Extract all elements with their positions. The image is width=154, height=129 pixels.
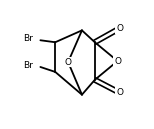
Text: O: O (65, 58, 72, 67)
Text: O: O (114, 57, 121, 66)
Text: Br: Br (24, 34, 33, 43)
Text: Br: Br (24, 62, 33, 70)
Text: O: O (116, 24, 123, 33)
Text: O: O (116, 88, 123, 97)
